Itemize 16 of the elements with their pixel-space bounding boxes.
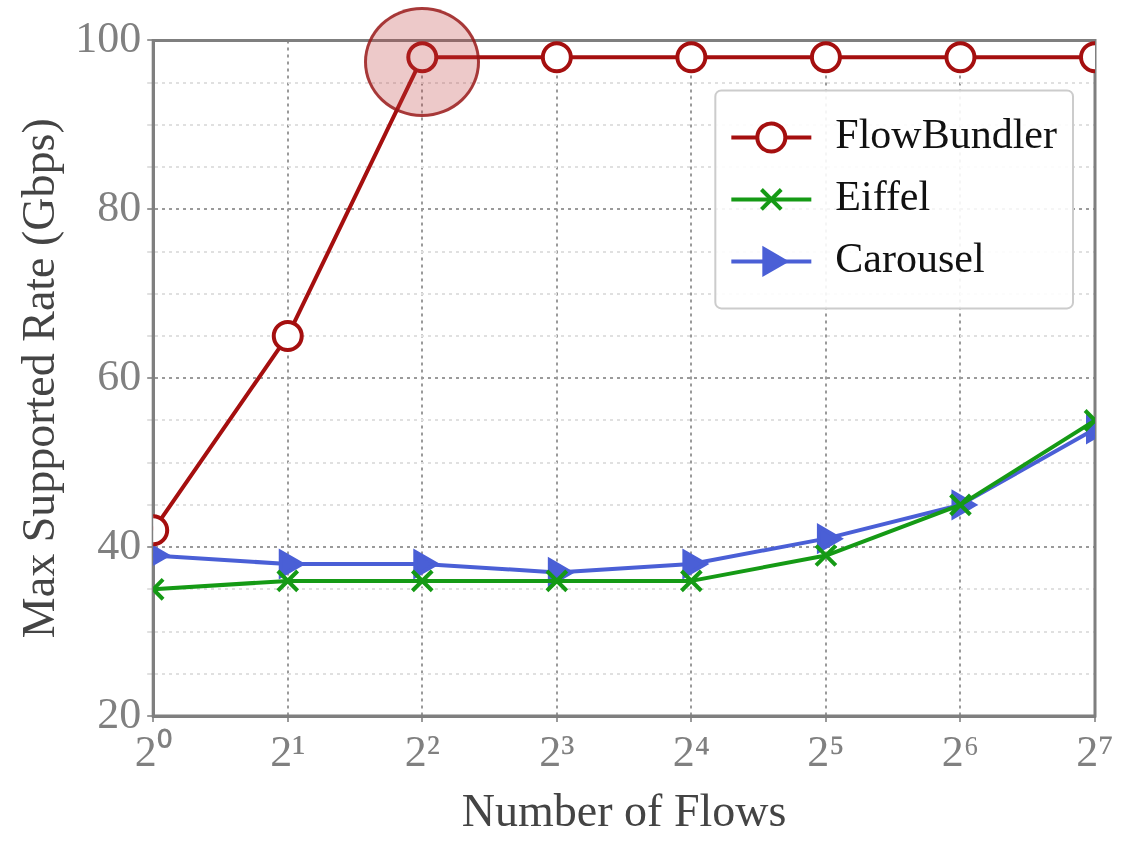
x-tick-label: 2¹ bbox=[270, 726, 306, 776]
x-tick-label: 2⁶ bbox=[941, 726, 980, 776]
y-axis-title: Max Supported Rate (Gbps) bbox=[12, 118, 64, 639]
y-tick-label: 40 bbox=[97, 519, 142, 569]
legend-label: Eiffel bbox=[835, 173, 931, 220]
x-tick-label: 2³ bbox=[539, 726, 575, 776]
legend-label: FlowBundler bbox=[835, 111, 1058, 158]
x-tick-label: 2⁵ bbox=[807, 726, 845, 776]
x-tick-label: 2² bbox=[404, 726, 440, 776]
x-axis-title: Number of Flows bbox=[461, 785, 787, 837]
x-tick-label: 2⁷ bbox=[1076, 726, 1114, 776]
y-tick-label: 60 bbox=[97, 350, 142, 400]
y-tick-label: 80 bbox=[97, 181, 142, 231]
y-tick-label: 100 bbox=[75, 12, 142, 62]
legend-label: Carousel bbox=[835, 235, 985, 282]
x-tick-label: 2⁴ bbox=[672, 726, 711, 776]
